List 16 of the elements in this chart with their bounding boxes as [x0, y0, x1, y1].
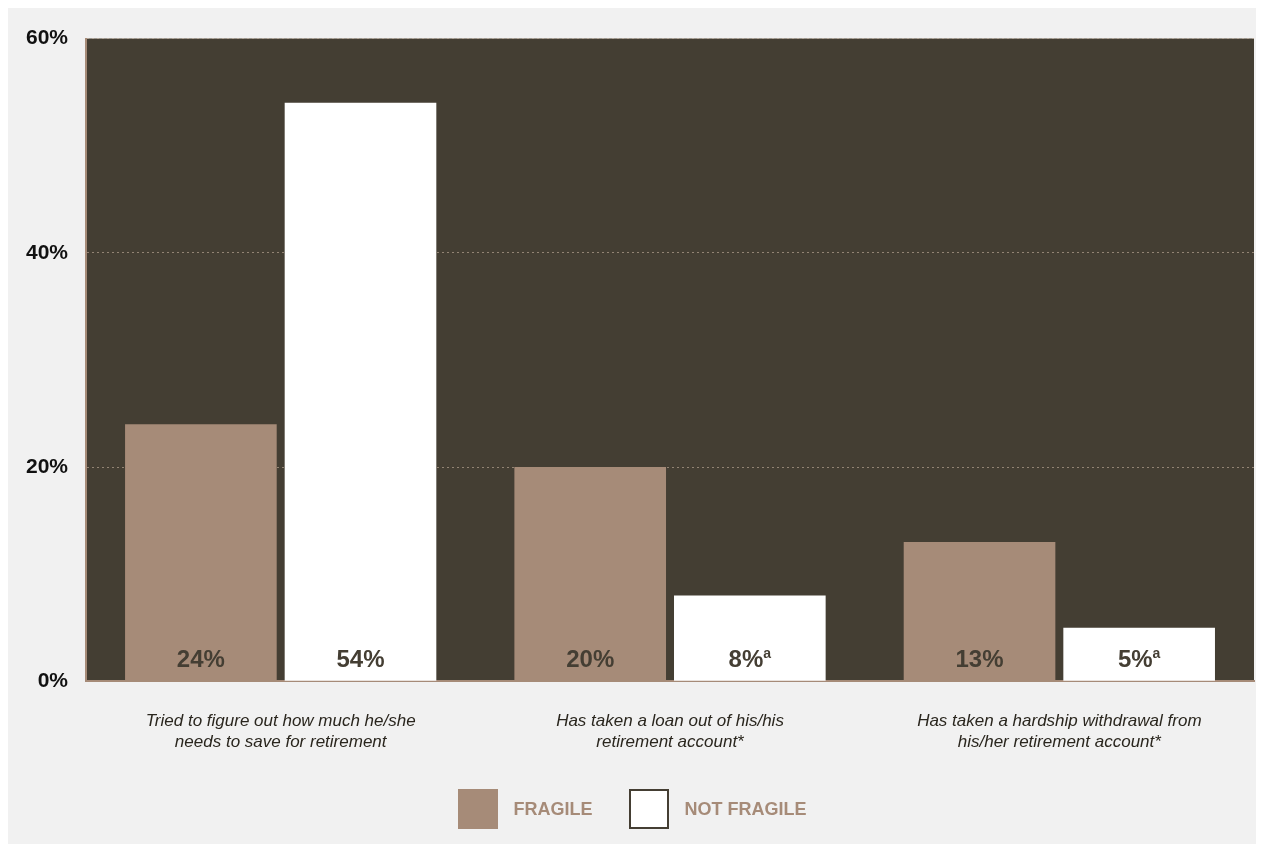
legend-label: NOT FRAGILE — [684, 798, 807, 820]
x-tick-label: Tried to figure out how much he/she needs to save for retirement — [145, 711, 416, 751]
y-tick-label: 40% — [26, 239, 69, 263]
data-label: 13% — [955, 645, 1004, 673]
y-tick-label: 60% — [26, 25, 69, 49]
bar — [284, 102, 437, 681]
bar — [1063, 627, 1215, 681]
y-tick-label: 0% — [37, 668, 69, 691]
y-tick-label: 20% — [26, 453, 69, 477]
data-label: 54% — [336, 645, 385, 673]
data-label: 24% — [176, 645, 225, 673]
x-tick-label: Has taken a loan out of his/his retirement account* — [556, 711, 785, 751]
x-tick-label: Has taken a hardship withdrawal from his/her retirement account* — [917, 711, 1202, 751]
data-label: 20% — [566, 645, 615, 673]
legend-label: FRAGILE — [513, 798, 593, 820]
bar — [674, 595, 826, 681]
